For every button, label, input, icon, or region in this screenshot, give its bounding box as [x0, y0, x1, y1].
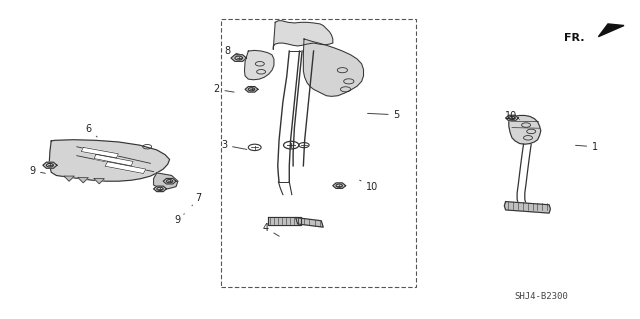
Text: 6: 6 — [85, 124, 97, 137]
Text: 5: 5 — [367, 110, 400, 120]
Text: 10: 10 — [504, 111, 520, 122]
Text: 3: 3 — [221, 140, 247, 150]
Text: 9: 9 — [175, 214, 184, 225]
Polygon shape — [598, 24, 624, 37]
Polygon shape — [81, 147, 118, 158]
Polygon shape — [273, 21, 333, 49]
Polygon shape — [49, 140, 170, 181]
Polygon shape — [333, 183, 346, 189]
Text: 9: 9 — [29, 166, 45, 176]
Text: 8: 8 — [224, 46, 239, 56]
Polygon shape — [163, 178, 176, 184]
Bar — [221, 19, 416, 287]
Polygon shape — [43, 162, 57, 168]
Polygon shape — [506, 115, 518, 121]
Text: FR.: FR. — [564, 33, 584, 43]
Text: 10: 10 — [360, 180, 379, 192]
Polygon shape — [296, 218, 323, 227]
Polygon shape — [154, 186, 166, 192]
Text: 1: 1 — [575, 142, 598, 152]
Polygon shape — [268, 217, 301, 225]
Polygon shape — [504, 202, 550, 213]
Text: 4: 4 — [262, 223, 279, 236]
Polygon shape — [94, 179, 104, 184]
Polygon shape — [245, 86, 258, 92]
Text: 7: 7 — [192, 193, 202, 206]
Polygon shape — [154, 173, 178, 189]
Polygon shape — [231, 55, 246, 61]
Polygon shape — [78, 178, 88, 183]
Polygon shape — [94, 154, 133, 166]
Polygon shape — [105, 162, 146, 174]
Polygon shape — [64, 176, 74, 181]
Polygon shape — [303, 39, 364, 96]
Text: 2: 2 — [213, 84, 234, 94]
Text: SHJ4-B2300: SHJ4-B2300 — [514, 292, 568, 301]
Polygon shape — [509, 115, 541, 144]
Polygon shape — [244, 50, 274, 80]
